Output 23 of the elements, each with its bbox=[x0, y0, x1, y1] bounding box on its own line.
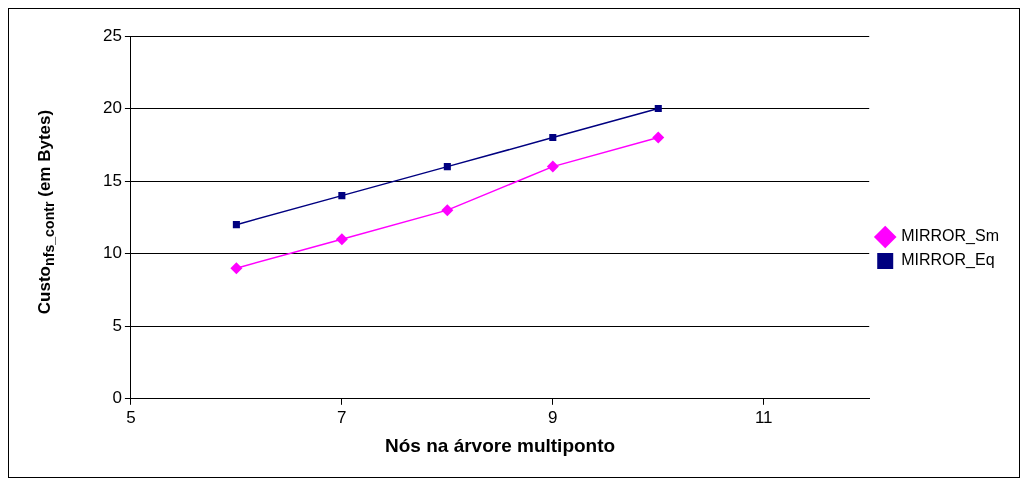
point bbox=[546, 160, 559, 173]
legend-label: MIRROR_Sm bbox=[901, 227, 999, 246]
x-tick-label: 11 bbox=[754, 407, 773, 427]
x-tick-label: 5 bbox=[126, 407, 136, 427]
point bbox=[230, 262, 243, 275]
y-tick-label: 10 bbox=[102, 243, 122, 263]
point bbox=[549, 134, 557, 142]
point bbox=[338, 192, 346, 200]
x-tick-label: 7 bbox=[337, 407, 347, 427]
y-tick-label: 25 bbox=[102, 25, 122, 45]
y-tick-label: 0 bbox=[112, 388, 122, 408]
point bbox=[654, 105, 662, 113]
legend-label: MIRROR_Eq bbox=[901, 251, 995, 270]
y-tick-label: 5 bbox=[112, 315, 122, 335]
y-tick-label: 15 bbox=[102, 170, 122, 190]
point bbox=[441, 204, 454, 217]
x-axis-title: Nós na árvore multiponto bbox=[384, 434, 616, 456]
point bbox=[443, 163, 451, 171]
point bbox=[335, 233, 348, 246]
point bbox=[652, 131, 665, 144]
point bbox=[232, 221, 240, 229]
x-tick-label: 9 bbox=[548, 407, 558, 427]
y-tick-label: 20 bbox=[102, 98, 122, 118]
